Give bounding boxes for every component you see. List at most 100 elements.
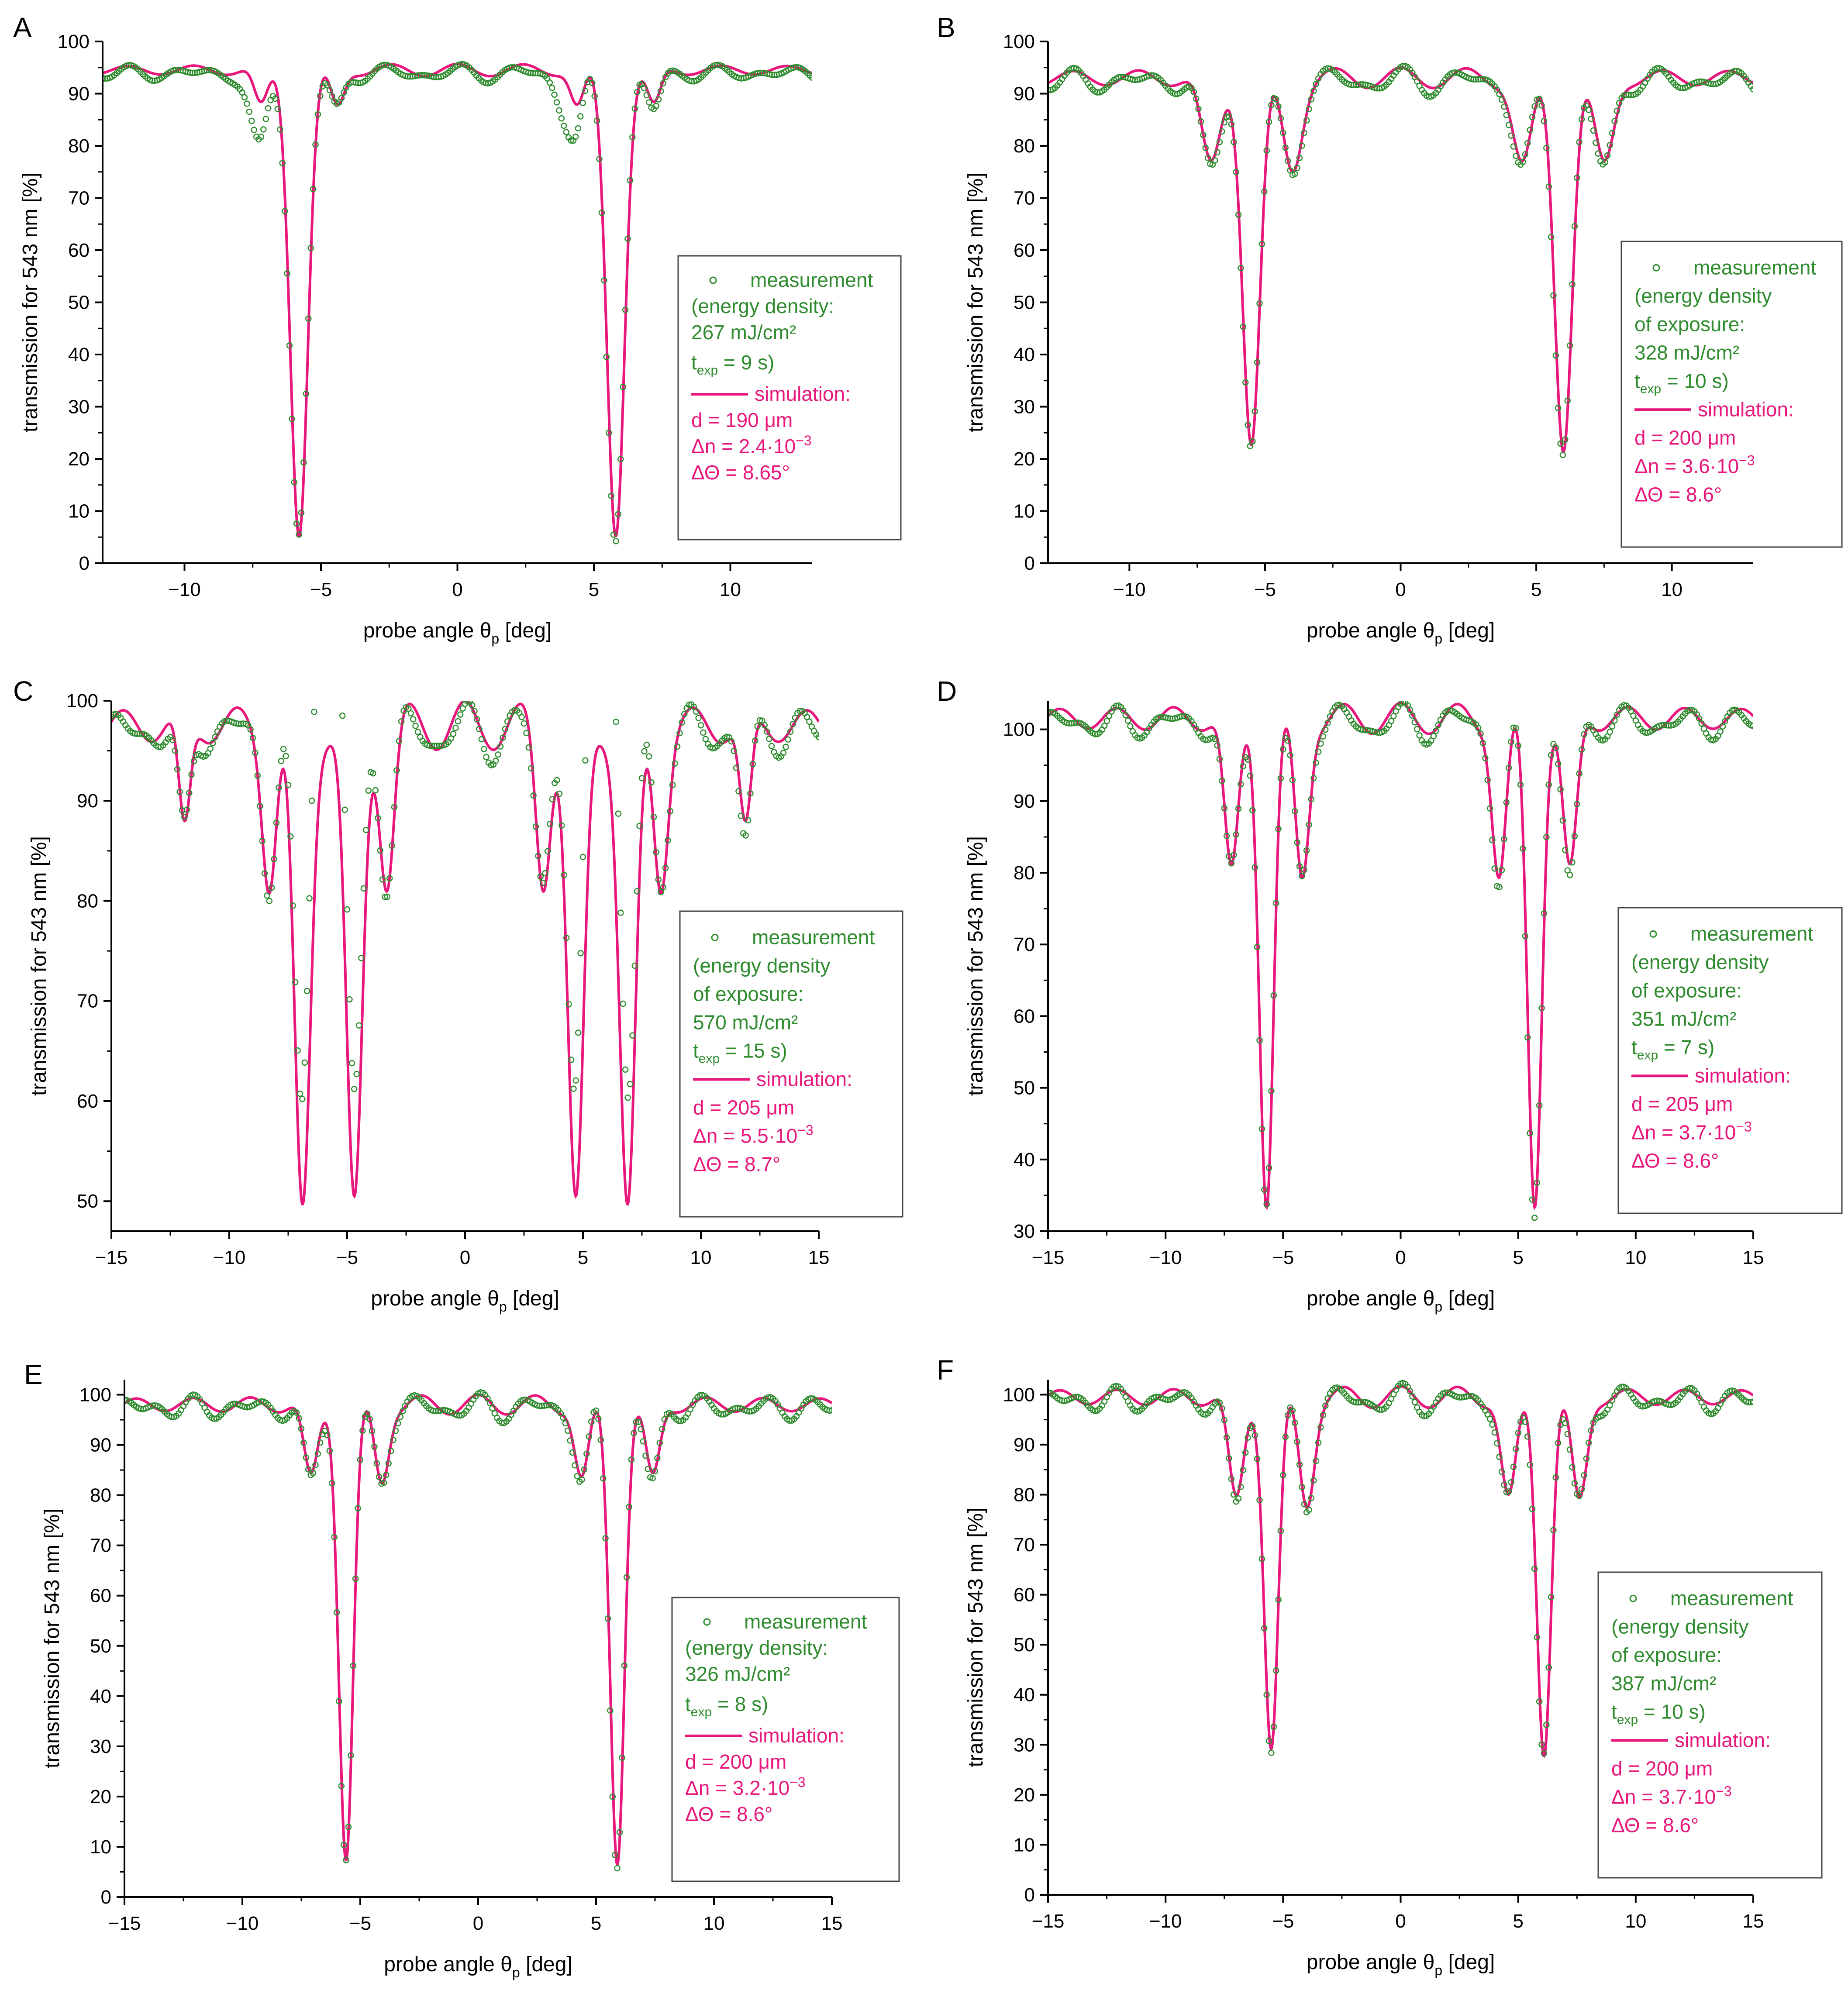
y-tick-label: 30 <box>1014 1221 1035 1242</box>
measurement-point <box>645 753 652 760</box>
y-tick-label: 20 <box>90 1786 111 1808</box>
legend-delta-n: Δn = 3.6·10−3 <box>1634 452 1755 477</box>
panel-label: B <box>937 12 955 43</box>
measurement-point <box>611 1852 618 1858</box>
measurement-point <box>662 864 669 871</box>
measurement-point <box>328 1480 335 1487</box>
measurement-point <box>338 635 343 640</box>
measurement-point <box>609 1793 616 1800</box>
measurement-point <box>1242 1449 1249 1456</box>
legend-measurement-label: measurement <box>744 1610 867 1633</box>
y-tick-label: 100 <box>58 31 90 52</box>
measurement-point <box>351 1086 358 1092</box>
measurement-point <box>1223 114 1230 120</box>
measurement-point <box>338 95 345 101</box>
measurement-point <box>563 129 569 136</box>
measurement-point <box>1193 95 1200 102</box>
legend-thickness: d = 205 μm <box>693 1096 794 1119</box>
measurement-point <box>1538 102 1545 109</box>
measurement-point <box>615 511 622 517</box>
measurement-point <box>373 1460 380 1467</box>
measurement-point <box>1566 871 1573 878</box>
x-tick-label: 10 <box>1625 1911 1646 1932</box>
measurement-point <box>624 235 631 242</box>
measurement-point <box>377 847 383 854</box>
y-tick-label: 100 <box>79 1384 111 1406</box>
measurement-point <box>583 1450 590 1457</box>
measurement-point <box>641 748 648 755</box>
measurement-point <box>766 736 772 742</box>
measurement-point <box>747 790 754 797</box>
legend-thickness: d = 200 μm <box>1634 426 1736 449</box>
measurement-point <box>264 892 270 899</box>
measurement-point <box>1211 157 1218 164</box>
measurement-point <box>1272 1667 1279 1674</box>
x-tick-label: −10 <box>1113 579 1146 600</box>
x-tick-label: 10 <box>703 1913 725 1934</box>
measurement-point <box>1261 1186 1268 1193</box>
measurement-point <box>556 107 562 114</box>
measurement-point <box>530 792 537 799</box>
y-tick-label: 100 <box>66 690 98 712</box>
measurement-point <box>579 100 586 107</box>
measurement-point <box>1557 786 1564 793</box>
measurement-point <box>521 720 528 727</box>
measurement-point <box>532 823 539 830</box>
measurement-point <box>357 1456 364 1463</box>
y-tick-label: 10 <box>1014 501 1035 522</box>
measurement-point <box>464 701 471 705</box>
panel-label: F <box>937 1354 954 1386</box>
legend-measurement-marker <box>1652 264 1660 272</box>
legend-measurement-label: measurement <box>1670 1587 1793 1609</box>
measurement-point <box>1197 118 1204 125</box>
measurement-point <box>1228 121 1235 127</box>
measurement-point <box>392 1427 399 1434</box>
measurement-point <box>298 1425 305 1432</box>
measurement-point <box>653 103 659 110</box>
measurement-point <box>1202 145 1209 151</box>
measurement-point <box>1240 1467 1247 1474</box>
measurement-point <box>244 100 250 107</box>
measurement-point <box>343 1857 349 1863</box>
measurement-point <box>1223 833 1230 839</box>
legend: measurement (energy density: 267 mJ/cm² tex… <box>677 255 902 541</box>
y-tick-label: 20 <box>68 448 90 470</box>
measurement-point <box>735 788 742 795</box>
measurement-point <box>1517 782 1524 788</box>
measurement-point <box>551 91 558 98</box>
measurement-point <box>657 888 664 895</box>
measurement-point <box>546 79 553 86</box>
measurement-point <box>188 771 195 778</box>
y-tick-label: 80 <box>90 1485 111 1506</box>
measurement-series <box>111 535 819 1102</box>
y-tick-label: 70 <box>90 1535 111 1556</box>
y-tick-label: 0 <box>1024 1884 1035 1906</box>
measurement-point <box>1195 106 1202 112</box>
measurement-point <box>604 535 609 540</box>
measurement-point <box>1496 1453 1503 1460</box>
measurement-point <box>806 718 813 725</box>
measurement-point <box>317 93 324 99</box>
measurement-point <box>1219 128 1225 135</box>
y-tick-label: 20 <box>1014 448 1035 470</box>
measurement-point <box>254 772 261 779</box>
measurement-point <box>756 717 763 724</box>
measurement-point <box>627 177 634 184</box>
legend-thickness: d = 190 μm <box>691 409 793 431</box>
measurement-point <box>312 1462 319 1468</box>
measurement-point <box>634 888 641 895</box>
legend-delta-n-base: Δn = 3.7·10 <box>1611 1785 1716 1808</box>
measurement-point <box>1280 1472 1286 1479</box>
legend-delta-n: Δn = 5.5·10−3 <box>693 1122 814 1147</box>
measurement-point <box>1226 113 1232 120</box>
measurement-point <box>591 93 598 100</box>
legend-thickness: d = 200 μm <box>685 1750 786 1773</box>
x-tick-label: −15 <box>108 1913 141 1934</box>
measurement-point <box>745 817 752 824</box>
legend-measurement-marker <box>1649 930 1657 938</box>
measurement-point <box>1696 715 1703 722</box>
measurement-point <box>352 1575 359 1582</box>
measurement-point <box>1252 1432 1258 1439</box>
x-axis-label-unit: [deg] <box>1442 1287 1495 1310</box>
measurement-point <box>251 127 257 133</box>
